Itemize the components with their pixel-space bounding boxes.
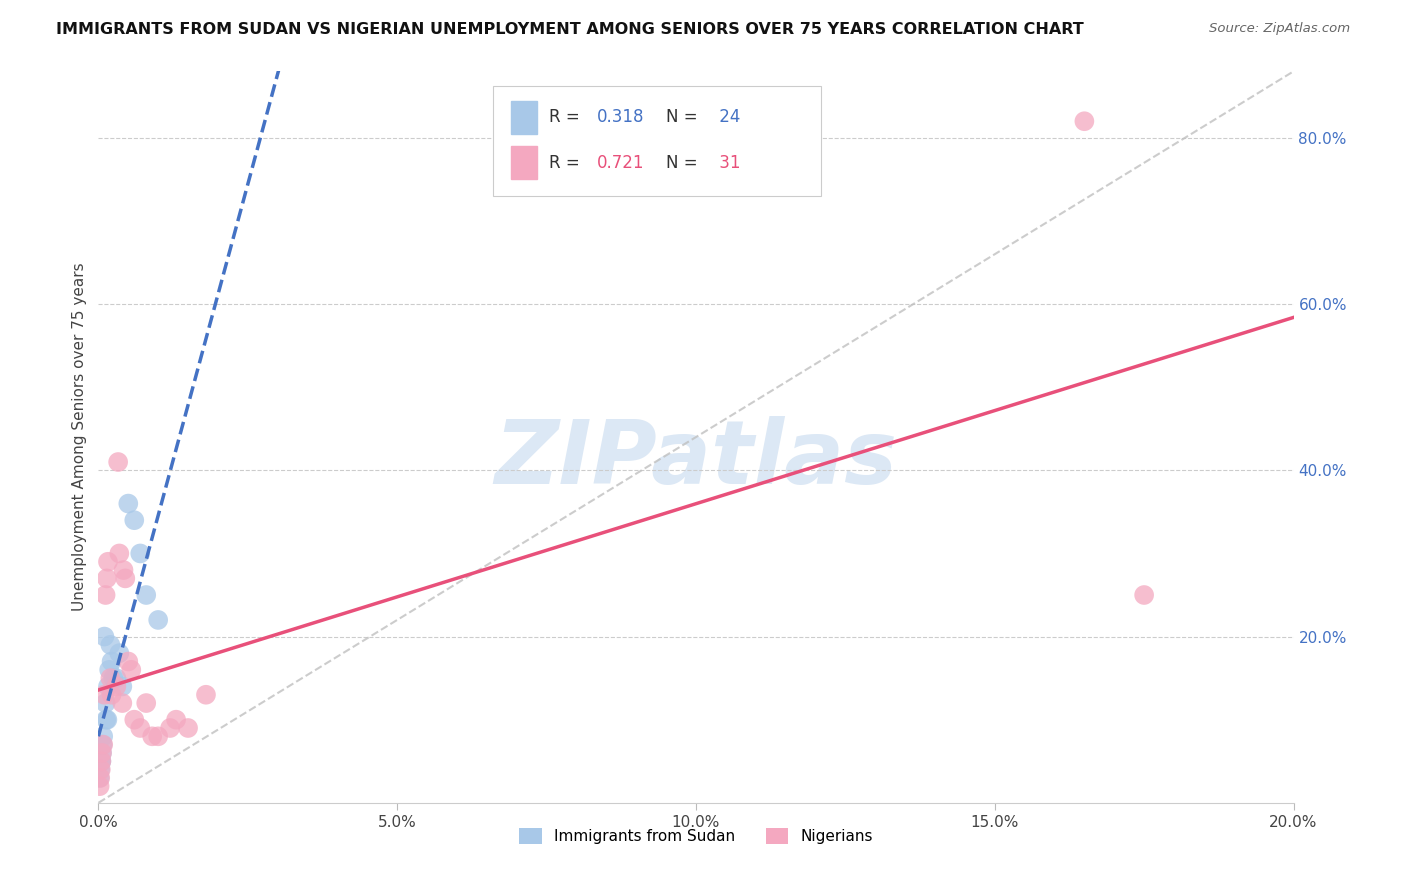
Point [177, 721, 200, 735]
Point [100, 688, 122, 702]
Point [91, 746, 114, 760]
Text: 0.318: 0.318 [596, 109, 644, 127]
FancyBboxPatch shape [494, 86, 821, 195]
Text: ZIPatlas: ZIPatlas [495, 416, 897, 502]
Point [165, 713, 187, 727]
Point [108, 546, 131, 560]
Text: R =: R = [548, 109, 585, 127]
Text: Source: ZipAtlas.com: Source: ZipAtlas.com [1209, 22, 1350, 36]
Point [98, 638, 122, 652]
Point [195, 688, 218, 702]
Bar [510, 146, 537, 179]
Point [107, 455, 129, 469]
Point [1133, 588, 1156, 602]
Text: IMMIGRANTS FROM SUDAN VS NIGERIAN UNEMPLOYMENT AMONG SENIORS OVER 75 YEARS CORRE: IMMIGRANTS FROM SUDAN VS NIGERIAN UNEMPL… [56, 22, 1084, 37]
Text: 0.721: 0.721 [596, 153, 644, 172]
Point [135, 696, 157, 710]
Point [159, 721, 181, 735]
Point [96, 713, 118, 727]
Point [124, 513, 146, 527]
Point [94, 588, 117, 602]
Point [105, 680, 128, 694]
Text: 24: 24 [714, 109, 741, 127]
Point [103, 671, 125, 685]
Point [98, 671, 122, 685]
Point [148, 729, 170, 743]
Point [120, 663, 142, 677]
Point [97, 680, 120, 694]
Point [129, 546, 152, 560]
Point [100, 655, 122, 669]
Point [90, 754, 112, 768]
Point [90, 763, 112, 777]
Text: N =: N = [666, 109, 703, 127]
Point [90, 754, 112, 768]
Legend: Immigrants from Sudan, Nigerians: Immigrants from Sudan, Nigerians [513, 822, 879, 850]
Point [93, 688, 115, 702]
Point [135, 588, 157, 602]
Point [114, 571, 136, 585]
Point [89, 779, 111, 793]
Point [148, 613, 170, 627]
Point [117, 655, 139, 669]
Point [91, 738, 114, 752]
Point [108, 646, 131, 660]
Point [111, 680, 134, 694]
Point [89, 771, 111, 785]
Bar [510, 101, 537, 134]
Point [94, 696, 117, 710]
Point [93, 630, 115, 644]
Point [89, 763, 111, 777]
Point [117, 497, 139, 511]
Text: R =: R = [548, 153, 585, 172]
Point [112, 563, 135, 577]
Point [111, 696, 134, 710]
Point [141, 729, 163, 743]
Point [97, 555, 120, 569]
Text: 31: 31 [714, 153, 741, 172]
Point [105, 671, 128, 685]
Point [91, 746, 114, 760]
Point [129, 721, 152, 735]
Point [89, 771, 111, 785]
Point [1073, 114, 1095, 128]
Point [91, 729, 114, 743]
Point [98, 663, 121, 677]
Y-axis label: Unemployment Among Seniors over 75 years: Unemployment Among Seniors over 75 years [72, 263, 87, 611]
Point [96, 571, 118, 585]
Text: N =: N = [666, 153, 703, 172]
Point [96, 713, 118, 727]
Point [124, 713, 146, 727]
Point [91, 738, 114, 752]
Point [90, 754, 112, 768]
